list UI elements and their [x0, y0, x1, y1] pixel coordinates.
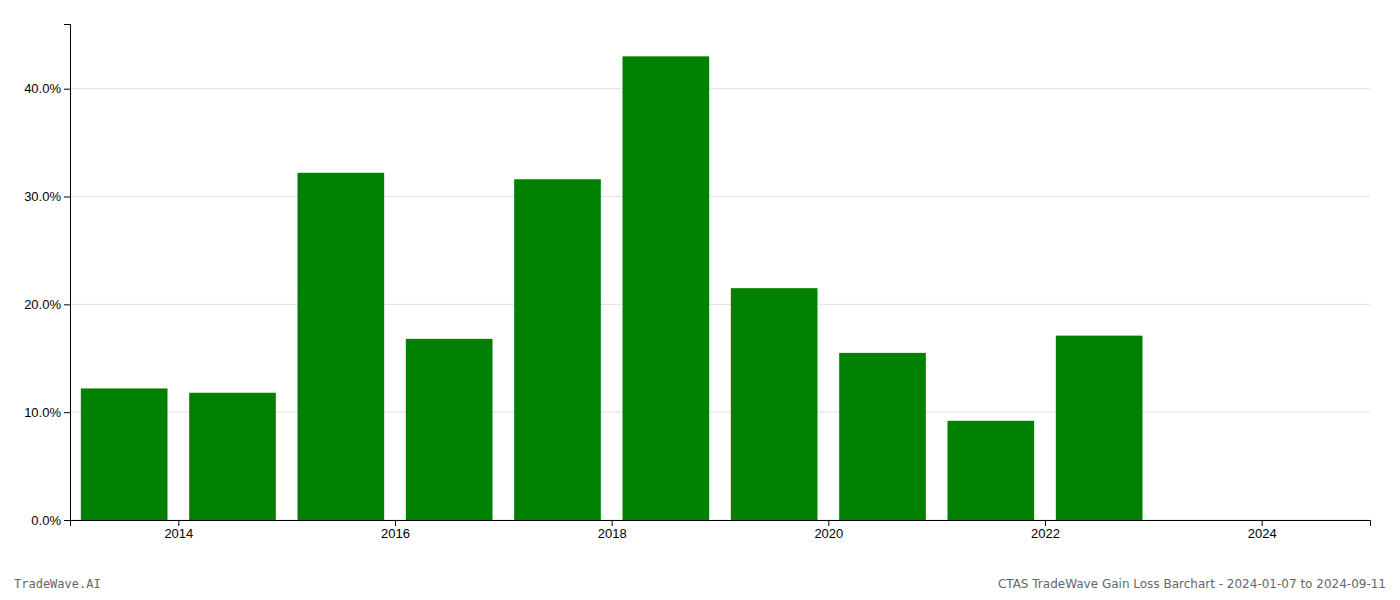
x-tick: 2016 — [381, 520, 410, 541]
x-tick: 2020 — [814, 520, 843, 541]
x-tick: 2018 — [598, 520, 627, 541]
y-tick-label: 20.0% — [24, 297, 61, 312]
bar — [623, 56, 710, 520]
x-tick-mark — [612, 520, 613, 526]
x-tick-mark — [828, 520, 829, 526]
y-tick-mark — [64, 304, 70, 305]
bars — [81, 56, 1143, 520]
bar — [1056, 336, 1143, 520]
x-tick-label: 2016 — [381, 526, 410, 541]
grid-line — [70, 88, 1370, 89]
plot: 2014 2016 2018 2020 2022 2024 0.0% 10.0% 20.0% 30… — [24, 25, 1370, 542]
y-tick-label: 10.0% — [24, 405, 61, 420]
x-tick: 2014 — [164, 520, 193, 541]
y-tick-mark — [64, 89, 70, 90]
y-tick: 30.0% — [24, 189, 70, 204]
y-tick-label: 40.0% — [24, 81, 61, 96]
y-tick-mark — [64, 412, 70, 413]
y-tick-label: 0.0% — [31, 513, 61, 528]
bar — [839, 353, 926, 520]
x-axis: 2014 2016 2018 2020 2022 2024 — [71, 520, 1371, 541]
x-axis-line — [71, 521, 1371, 527]
footer-left: TradeWave.AI — [14, 577, 101, 591]
x-tick: 2022 — [1031, 520, 1060, 541]
y-axis-line — [64, 25, 71, 521]
y-tick: 40.0% — [24, 81, 70, 96]
x-tick-label: 2018 — [598, 526, 627, 541]
chart: 2014 2016 2018 2020 2022 2024 0.0% 10.0% 20.0% 30… — [0, 0, 1400, 600]
bar — [189, 393, 276, 520]
y-tick-mark — [64, 520, 70, 521]
x-tick-label: 2024 — [1248, 526, 1277, 541]
x-tick-mark — [395, 520, 396, 526]
y-tick-label: 30.0% — [24, 189, 61, 204]
bar — [81, 388, 168, 520]
y-tick: 10.0% — [24, 405, 70, 420]
grid-line — [70, 196, 1370, 197]
y-tick: 20.0% — [24, 297, 70, 312]
bar — [731, 288, 818, 520]
bar — [948, 421, 1035, 520]
grid-line — [70, 304, 1370, 305]
grid — [70, 89, 1370, 520]
x-tick-label: 2022 — [1031, 526, 1060, 541]
x-tick-mark — [1262, 520, 1263, 526]
y-tick-mark — [64, 197, 70, 198]
footer-right: CTAS TradeWave Gain Loss Barchart - 2024… — [998, 577, 1386, 591]
x-tick-label: 2020 — [814, 526, 843, 541]
x-tick: 2024 — [1248, 520, 1277, 541]
bar — [406, 339, 493, 520]
y-axis: 0.0% 10.0% 20.0% 30.0% 40.0% — [24, 25, 70, 528]
x-tick-mark — [178, 520, 179, 526]
bar — [514, 179, 601, 520]
y-tick: 0.0% — [31, 513, 70, 528]
bar — [298, 173, 385, 520]
x-tick-mark — [1045, 520, 1046, 526]
x-tick-label: 2014 — [164, 526, 193, 541]
